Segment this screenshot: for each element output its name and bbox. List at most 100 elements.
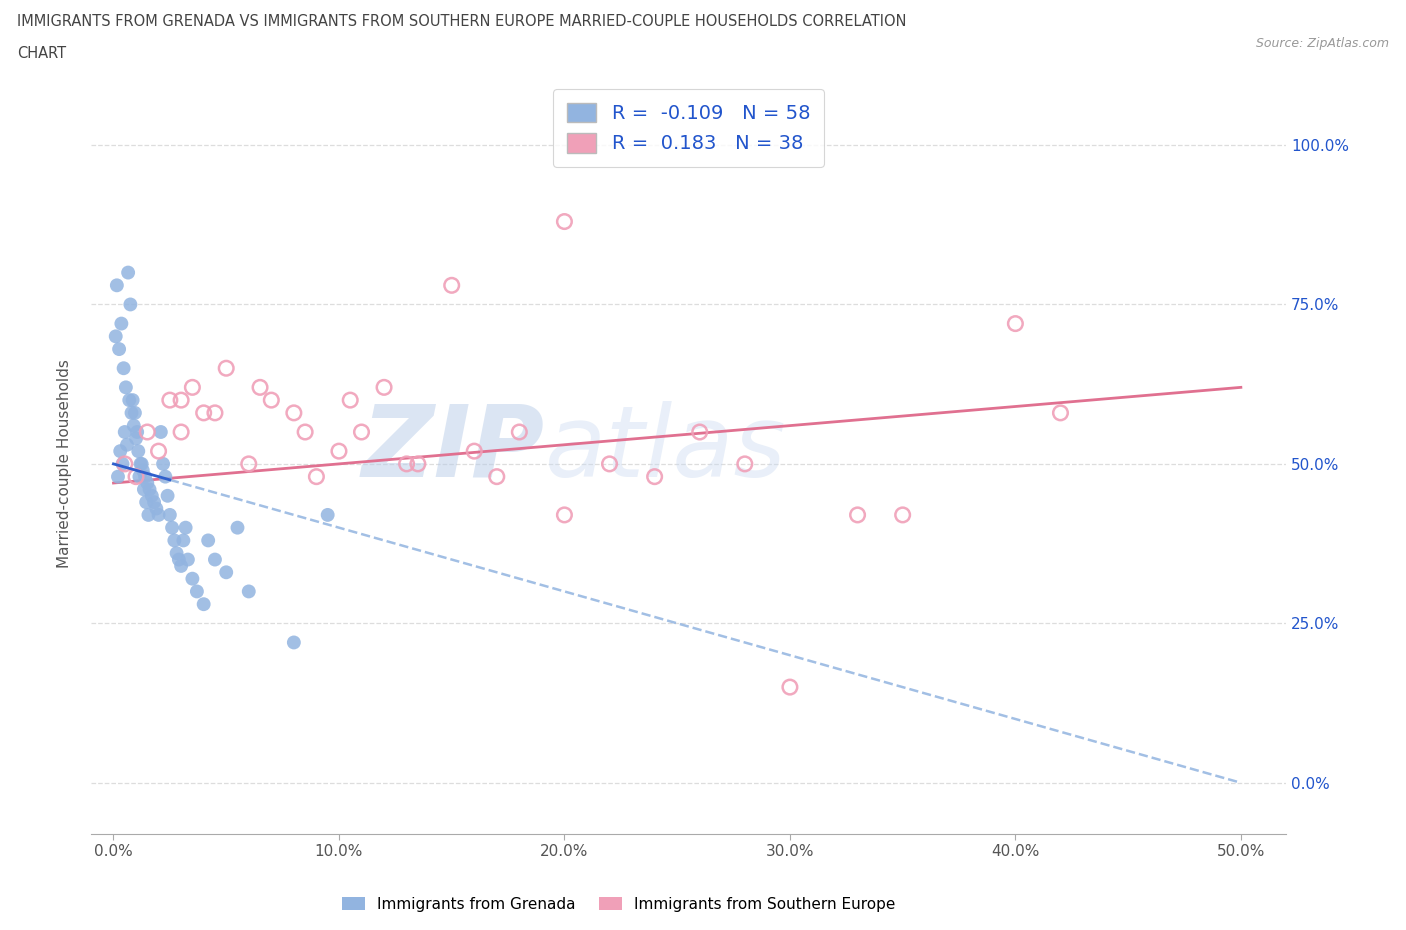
Text: CHART: CHART: [17, 46, 66, 61]
Point: [125, 431, 148, 445]
Point: [136, 475, 159, 490]
Point: [1049, 405, 1071, 420]
Point: [110, 316, 132, 331]
Point: [152, 457, 174, 472]
Point: [129, 457, 152, 472]
Point: [120, 297, 142, 312]
Point: [170, 559, 193, 574]
Point: [128, 470, 150, 485]
Point: [121, 405, 143, 420]
Point: [159, 392, 181, 407]
Point: [160, 520, 183, 535]
Point: [145, 501, 167, 516]
Point: [395, 457, 418, 472]
Point: [112, 361, 135, 376]
Point: [689, 425, 711, 440]
Point: [226, 520, 249, 535]
Legend: R =  -0.109   N = 58, R =  0.183   N = 38: R = -0.109 N = 58, R = 0.183 N = 38: [553, 89, 824, 166]
Legend: Immigrants from Grenada, Immigrants from Southern Europe: Immigrants from Grenada, Immigrants from…: [336, 890, 901, 918]
Point: [181, 380, 204, 395]
Point: [463, 444, 485, 458]
Point: [373, 380, 395, 395]
Point: [166, 546, 188, 561]
Point: [339, 392, 361, 407]
Text: ZIP: ZIP: [361, 401, 546, 498]
Point: [170, 425, 193, 440]
Point: [136, 425, 159, 440]
Point: [485, 470, 508, 485]
Point: [197, 533, 219, 548]
Point: [215, 361, 238, 376]
Point: [159, 508, 181, 523]
Point: [553, 508, 575, 523]
Point: [114, 457, 136, 472]
Point: [114, 425, 136, 440]
Point: [127, 425, 149, 440]
Point: [553, 214, 575, 229]
Point: [148, 444, 170, 458]
Point: [204, 552, 226, 567]
Point: [132, 482, 155, 497]
Point: [111, 457, 134, 472]
Point: [107, 470, 129, 485]
Point: [110, 444, 132, 458]
Point: [193, 597, 215, 612]
Point: [350, 425, 373, 440]
Text: Source: ZipAtlas.com: Source: ZipAtlas.com: [1256, 37, 1389, 50]
Point: [177, 552, 200, 567]
Point: [156, 488, 179, 503]
Point: [122, 418, 145, 433]
Point: [172, 533, 194, 548]
Point: [115, 380, 138, 395]
Point: [108, 341, 131, 356]
Point: [127, 444, 149, 458]
Point: [117, 265, 139, 280]
Point: [204, 405, 226, 420]
Point: [141, 488, 163, 503]
Point: [105, 278, 128, 293]
Point: [118, 392, 141, 407]
Point: [891, 508, 914, 523]
Point: [779, 680, 801, 695]
Point: [328, 444, 350, 458]
Point: [131, 457, 153, 472]
Point: [138, 508, 160, 523]
Point: [846, 508, 869, 523]
Point: [167, 552, 190, 567]
Point: [316, 508, 339, 523]
Point: [215, 565, 238, 579]
Text: IMMIGRANTS FROM GRENADA VS IMMIGRANTS FROM SOUTHERN EUROPE MARRIED-COUPLE HOUSEH: IMMIGRANTS FROM GRENADA VS IMMIGRANTS FR…: [17, 14, 907, 29]
Point: [440, 278, 463, 293]
Point: [135, 495, 157, 510]
Point: [1004, 316, 1026, 331]
Point: [104, 329, 127, 344]
Point: [305, 470, 328, 485]
Point: [186, 584, 208, 599]
Point: [294, 425, 316, 440]
Point: [125, 470, 148, 485]
Point: [170, 392, 193, 407]
Text: atlas: atlas: [546, 401, 787, 498]
Point: [121, 392, 143, 407]
Point: [132, 463, 155, 478]
Point: [181, 571, 204, 586]
Point: [115, 437, 138, 452]
Point: [599, 457, 621, 472]
Point: [238, 584, 260, 599]
Point: [644, 470, 666, 485]
Point: [163, 533, 186, 548]
Point: [174, 520, 197, 535]
Point: [283, 405, 305, 420]
Point: [406, 457, 429, 472]
Point: [155, 470, 177, 485]
Point: [249, 380, 271, 395]
Point: [260, 392, 283, 407]
Point: [508, 425, 530, 440]
Point: [149, 425, 172, 440]
Point: [193, 405, 215, 420]
Point: [238, 457, 260, 472]
Point: [734, 457, 756, 472]
Point: [148, 508, 170, 523]
Point: [143, 495, 166, 510]
Point: [283, 635, 305, 650]
